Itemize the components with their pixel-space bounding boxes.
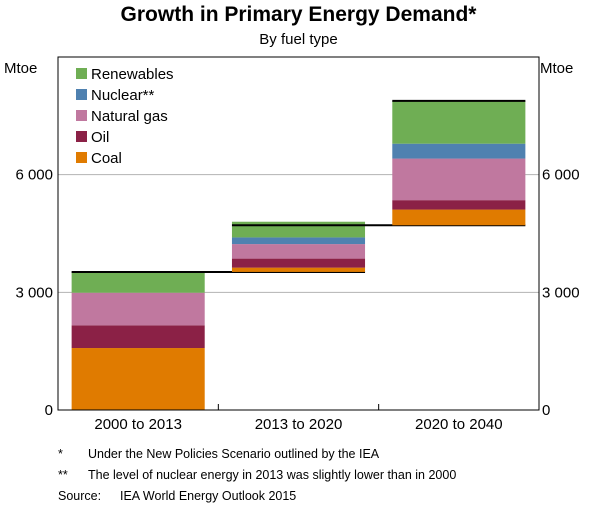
y-tick-label-right: 6 000 xyxy=(542,167,580,184)
bar-segment xyxy=(231,244,366,259)
bars xyxy=(71,99,526,410)
legend-swatch xyxy=(76,131,87,142)
y-tick-label-right: 3 000 xyxy=(542,284,580,301)
source-note: Source: IEA World Energy Outlook 2015 xyxy=(58,489,296,503)
x-tick-label: 2020 to 2040 xyxy=(415,416,503,433)
bar-segment xyxy=(231,221,366,238)
chart-subtitle: By fuel type xyxy=(259,31,338,48)
source-text: IEA World Energy Outlook 2015 xyxy=(120,489,297,503)
y-tick-label-left: 0 xyxy=(45,402,53,419)
bar-segment xyxy=(71,292,205,326)
bar-segment xyxy=(71,348,205,410)
legend-label: Nuclear** xyxy=(91,87,155,104)
legend-swatch xyxy=(76,89,87,100)
plot-frame xyxy=(57,56,540,411)
y-tick-label-left: 3 000 xyxy=(15,284,53,301)
bar-segment xyxy=(392,143,526,159)
x-tick-label: 2000 to 2013 xyxy=(94,416,182,433)
bar-segment xyxy=(71,271,205,293)
bar-segment xyxy=(392,158,526,201)
bar-segment xyxy=(231,258,366,268)
footnote-2: ** The level of nuclear energy in 2013 wa… xyxy=(58,468,456,482)
bar-segment xyxy=(392,200,526,210)
legend-label: Coal xyxy=(91,150,122,167)
chart-title: Growth in Primary Energy Demand* xyxy=(120,3,477,26)
x-tick-label: 2013 to 2020 xyxy=(255,416,343,433)
legend-label: Natural gas xyxy=(91,108,168,125)
y-axis-label-right: Mtoe xyxy=(540,60,573,77)
legend-swatch xyxy=(76,68,87,79)
footnote-1-mark: * xyxy=(58,447,63,461)
bar-segment xyxy=(231,267,366,272)
footnote-2-mark: ** xyxy=(58,468,68,482)
y-tick-label-right: 0 xyxy=(542,402,550,419)
axes: 0 0 3 000 3 000 6 000 6 000 2000 to 2013 2013 t… xyxy=(15,56,580,433)
bar-segment xyxy=(392,100,526,144)
legend-swatch xyxy=(76,152,87,163)
source-label: Source: xyxy=(58,489,102,503)
legend: Renewables Nuclear** Natural gas Oil Coal xyxy=(76,66,174,167)
footnote-1-text: Under the New Policies Scenario outlined… xyxy=(88,447,380,461)
legend-swatch xyxy=(76,110,87,121)
footnote-2-text: The level of nuclear energy in 2013 was … xyxy=(88,468,457,482)
footnote-1: * Under the New Policies Scenario outline… xyxy=(58,447,379,461)
y-axis-label-left: Mtoe xyxy=(4,60,37,77)
bar-segment xyxy=(231,237,366,245)
bar-segment xyxy=(71,325,205,349)
legend-label: Oil xyxy=(91,129,109,146)
legend-label: Renewables xyxy=(91,66,174,83)
bar-segment xyxy=(392,209,526,226)
y-tick-label-left: 6 000 xyxy=(15,167,53,184)
